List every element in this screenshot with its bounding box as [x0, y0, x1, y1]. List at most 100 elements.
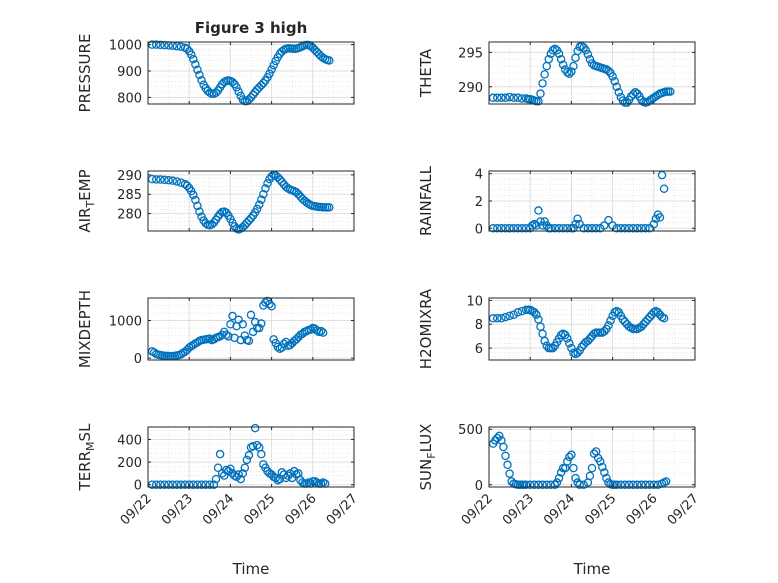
data-point [259, 189, 268, 199]
data-point [567, 450, 576, 460]
data-point [573, 348, 582, 358]
ylabel-1: THETA [417, 48, 435, 98]
x-tick-label: 09/24 [541, 491, 578, 528]
data-point [283, 471, 293, 480]
data-point [595, 457, 605, 466]
data-point [534, 96, 543, 106]
data-point [254, 323, 264, 333]
data-point [530, 308, 539, 317]
data-point [222, 330, 231, 340]
y-tick-label: 4 [475, 168, 483, 183]
data-point [180, 480, 190, 489]
data-point [505, 469, 514, 478]
data-point [513, 93, 523, 103]
data-point [492, 224, 502, 233]
data-point [267, 302, 276, 311]
data-point [147, 174, 157, 184]
data-point [536, 217, 545, 226]
y-tick-label: 500 [458, 423, 483, 438]
data-point [517, 94, 527, 103]
data-point [513, 224, 523, 233]
data-point [610, 77, 619, 86]
data-point [571, 473, 580, 483]
data-point [579, 480, 589, 490]
data-point [232, 83, 241, 92]
data-point [530, 480, 539, 490]
subplot-h2omixra: 6 8 10 H2OMIXRA [417, 288, 696, 369]
data-point [538, 480, 547, 490]
data-point [628, 480, 638, 490]
data-point [209, 480, 219, 489]
data-point [528, 221, 537, 230]
data-point [285, 469, 295, 478]
data-point [172, 480, 182, 489]
data-point [172, 41, 182, 51]
data-point [641, 224, 650, 233]
data-markers [147, 170, 334, 234]
data-point [538, 79, 547, 88]
data-point [501, 451, 510, 461]
data-point [257, 319, 266, 328]
axes-box [488, 426, 696, 488]
data-point [505, 224, 514, 233]
data-point [540, 217, 549, 226]
ylabel-4: MIXDEPTH [76, 290, 94, 368]
data-point [187, 50, 196, 59]
data-point [244, 451, 254, 460]
data-point [600, 327, 609, 336]
data-point [224, 466, 233, 476]
x-tick-label: 09/22 [118, 491, 155, 528]
data-point [505, 311, 514, 321]
data-point [542, 480, 551, 490]
data-point [521, 480, 531, 490]
data-point [497, 93, 506, 103]
ylabel-6: TERRMSL [76, 423, 97, 492]
data-point [193, 201, 202, 211]
data-point [257, 81, 266, 90]
data-point [513, 308, 523, 317]
data-point [240, 331, 250, 340]
data-point [659, 314, 669, 323]
subplot-mixdepth: 0 1000 MIXDEPTH [76, 290, 355, 368]
data-point [156, 175, 165, 184]
data-point [205, 480, 215, 489]
data-point [211, 88, 221, 97]
data-markers [147, 296, 328, 361]
data-point [236, 474, 245, 484]
data-point [248, 441, 258, 451]
data-markers [488, 41, 675, 107]
ylabel-0: PRESSURE [76, 34, 94, 113]
x-tick-label: 09/22 [459, 491, 496, 528]
data-point [246, 93, 256, 102]
data-point [267, 65, 276, 74]
data-point [201, 219, 210, 228]
data-point [620, 224, 630, 233]
data-point [257, 195, 266, 204]
y-tick-label: 10 [466, 294, 483, 309]
x-tick-label: 09/27 [324, 491, 361, 528]
axes-box [488, 297, 696, 361]
data-point [226, 464, 235, 474]
data-point [563, 224, 572, 233]
data-point [182, 44, 192, 54]
y-tick-label: 6 [475, 342, 483, 357]
x-tick-label: 09/25 [241, 491, 278, 528]
data-point [250, 87, 260, 97]
data-point [546, 224, 556, 233]
data-point [628, 224, 638, 233]
data-point [244, 95, 254, 104]
data-point [238, 469, 248, 478]
subplot-sun-flux: 0 500 SUNFLUX 09/22 09/23 09/24 09/25 09/26 09/2… [417, 423, 702, 578]
data-point [151, 40, 161, 49]
data-point [488, 314, 498, 323]
data-point [563, 457, 572, 466]
data-point [189, 54, 198, 64]
data-point [606, 316, 615, 325]
y-tick-label: 400 [117, 433, 142, 448]
data-point [172, 177, 182, 186]
data-point [548, 343, 558, 353]
data-point [569, 463, 578, 473]
ylabel-3: RAINFALL [417, 165, 435, 236]
x-tick-label: 09/26 [624, 491, 661, 528]
